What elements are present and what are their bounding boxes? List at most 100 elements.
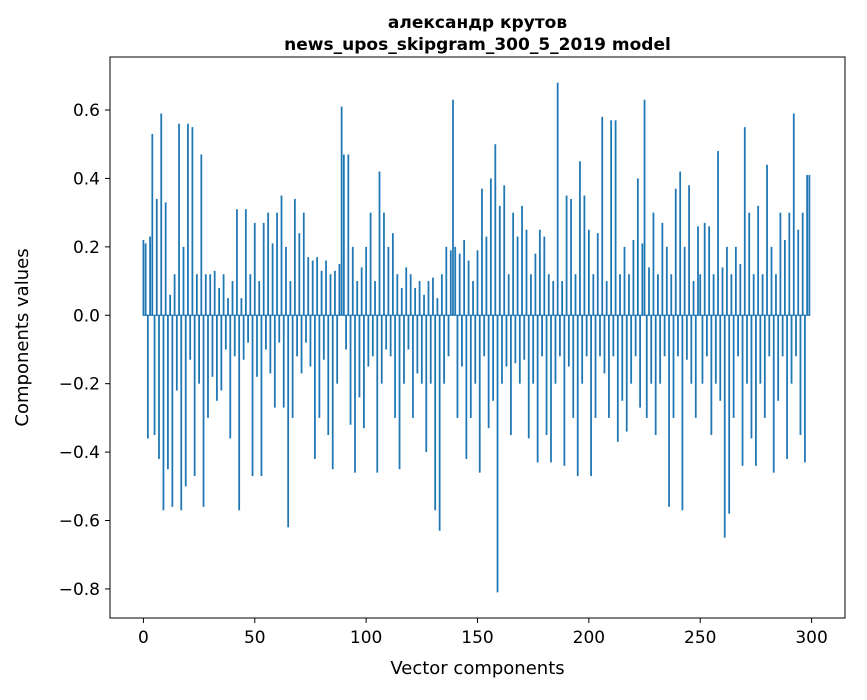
bar <box>320 270 323 316</box>
bar <box>739 263 742 316</box>
bar <box>207 315 209 418</box>
x-axis-ticks: 0 50 100 150 200 250 300 <box>138 618 828 648</box>
bar <box>550 315 552 463</box>
bar <box>534 253 537 316</box>
bar <box>371 315 374 357</box>
bar <box>521 205 523 316</box>
bar <box>601 116 604 316</box>
x-axis-label: Vector components <box>390 658 564 679</box>
bar <box>253 222 256 316</box>
bar <box>543 236 546 316</box>
bar <box>679 171 682 316</box>
x-tick-label: 300 <box>795 628 827 648</box>
chart-title-line2: news_upos_skipgram_300_5_2019 model <box>284 35 671 55</box>
bar <box>808 175 811 316</box>
bar <box>256 315 258 377</box>
bar <box>545 315 548 435</box>
bar <box>425 315 428 453</box>
bar <box>806 175 809 316</box>
bar <box>757 205 760 316</box>
bar <box>167 315 169 470</box>
bar <box>775 274 777 316</box>
bar <box>804 315 806 463</box>
bar <box>427 281 430 316</box>
bar <box>661 222 664 316</box>
bar <box>302 212 305 316</box>
bar <box>291 315 294 418</box>
bar <box>688 185 690 316</box>
bar <box>732 315 735 418</box>
bar <box>229 315 232 439</box>
bar <box>596 233 599 316</box>
bar <box>783 240 786 316</box>
bar <box>654 315 657 435</box>
bar <box>714 315 717 384</box>
bar <box>144 243 147 316</box>
bar <box>530 274 532 316</box>
bar <box>750 315 753 439</box>
y-tick-label: −0.8 <box>59 580 100 600</box>
bar <box>209 274 212 316</box>
y-tick-label: −0.2 <box>59 375 100 395</box>
bar <box>610 120 613 316</box>
bars-group <box>142 82 811 593</box>
zero-baseline <box>142 314 811 316</box>
bar <box>619 274 621 316</box>
bar <box>412 315 414 418</box>
bar <box>772 315 775 473</box>
bar <box>325 260 327 316</box>
bar <box>240 298 243 316</box>
chart-title-line1: александр крутов <box>388 13 567 33</box>
bar <box>342 154 345 316</box>
bar <box>418 281 421 316</box>
bar <box>650 315 653 384</box>
bar <box>378 171 381 316</box>
bar <box>158 315 160 459</box>
bar <box>576 315 579 477</box>
bar <box>173 274 176 316</box>
bar <box>193 315 196 477</box>
bar <box>220 315 223 391</box>
y-tick-label: 0.2 <box>73 238 100 258</box>
bar <box>590 315 592 477</box>
bar <box>218 287 221 316</box>
bar <box>311 260 314 316</box>
bar <box>710 315 713 435</box>
bar <box>289 281 292 316</box>
y-tick-label: 0.4 <box>73 169 100 189</box>
bar <box>369 212 372 316</box>
bar <box>474 315 477 384</box>
bar <box>701 315 704 384</box>
bar <box>706 315 708 357</box>
x-tick-label: 50 <box>244 628 266 648</box>
bar <box>788 212 791 316</box>
bar <box>440 274 443 316</box>
bar <box>547 274 550 316</box>
bar <box>587 229 590 316</box>
bar <box>327 315 330 435</box>
bar <box>481 188 483 316</box>
bar <box>583 195 586 316</box>
bar <box>282 315 285 408</box>
bar <box>236 209 238 316</box>
bar <box>454 246 457 316</box>
bar <box>786 315 788 459</box>
bar <box>799 315 802 435</box>
bar <box>699 274 702 316</box>
bar <box>403 315 405 384</box>
bar <box>409 274 412 316</box>
bar <box>721 267 724 316</box>
bar <box>559 315 561 357</box>
bar <box>267 212 270 316</box>
bar <box>153 315 156 435</box>
bar <box>641 243 644 316</box>
bar <box>612 315 615 357</box>
bar <box>561 281 564 316</box>
bar <box>461 315 463 367</box>
bar <box>492 315 494 401</box>
bar <box>447 315 450 357</box>
bar <box>639 315 641 408</box>
bar <box>790 315 793 384</box>
bar <box>423 294 425 316</box>
